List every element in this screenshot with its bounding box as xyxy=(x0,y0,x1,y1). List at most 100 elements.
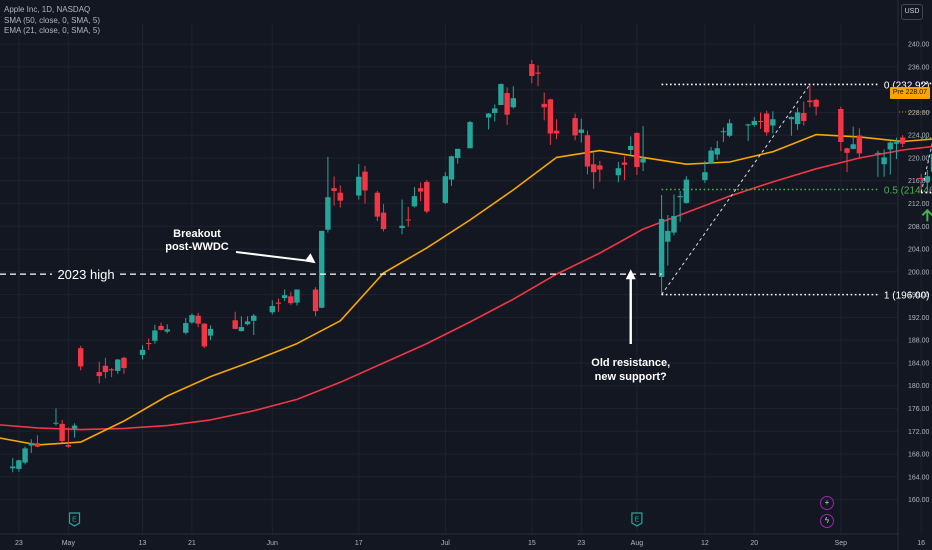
candle-body xyxy=(424,181,430,212)
candle-body xyxy=(244,321,251,325)
candle-body xyxy=(578,129,584,133)
x-tick-label: May xyxy=(62,540,76,547)
candle-body xyxy=(78,348,84,367)
candle-body xyxy=(164,329,170,332)
annotation-support: Old resistance, new support? xyxy=(591,269,670,383)
candle xyxy=(578,118,584,143)
fib-retracement: 0 (232.92) 0.5 (214.46) 1 (196.00) xyxy=(661,80,932,302)
candle xyxy=(28,439,34,453)
y-tick-label: 172.00 xyxy=(908,429,930,436)
candle xyxy=(683,176,690,204)
annotation-arrow-head xyxy=(625,269,636,280)
y-tick-label: 236.00 xyxy=(908,64,930,71)
candle-body xyxy=(621,162,628,165)
fib-retracement: 0 (233.09)0.5 (223.51)1 (213.92) xyxy=(920,82,932,194)
earnings-letter: E xyxy=(635,517,640,524)
candle xyxy=(492,104,498,122)
candle xyxy=(207,325,214,341)
candle xyxy=(924,169,931,190)
candle-body xyxy=(10,466,16,469)
candle xyxy=(726,119,733,138)
candle xyxy=(702,160,708,184)
annotation-text: Breakout xyxy=(173,228,221,240)
candle-body xyxy=(547,99,554,134)
candle-body xyxy=(658,218,665,277)
candles xyxy=(10,60,932,473)
candle xyxy=(553,119,560,140)
candle-body xyxy=(232,320,238,329)
candle-body xyxy=(572,118,578,136)
candle xyxy=(53,408,59,426)
candle-body xyxy=(65,444,72,447)
candle xyxy=(597,160,603,182)
chart-legend: Apple Inc, 1D, NASDAQ SMA (50, close, 0,… xyxy=(4,5,100,37)
candle xyxy=(485,112,492,130)
y-tick-label: 228.00 xyxy=(908,110,930,117)
x-axis: 23May1321Jun17Jul1523Aug1220Sep16Oct xyxy=(15,540,925,547)
legend-symbol: Apple Inc, 1D, NASDAQ xyxy=(4,5,91,14)
earnings-letter: E xyxy=(72,517,77,524)
candle-body xyxy=(918,177,924,180)
candle-body xyxy=(71,425,78,429)
candle-body xyxy=(251,315,257,321)
candle xyxy=(288,291,294,305)
candle-body xyxy=(139,349,146,355)
candle xyxy=(380,204,387,232)
candle xyxy=(634,132,640,176)
candle-body xyxy=(541,103,547,108)
candle xyxy=(930,153,932,172)
candle-body xyxy=(726,123,733,136)
candle xyxy=(881,149,887,177)
candle-body xyxy=(59,423,65,441)
candle-body xyxy=(158,325,164,330)
x-tick-label: 16 xyxy=(917,540,925,547)
candle-body xyxy=(34,443,41,447)
candle-body xyxy=(553,130,560,134)
lightning-circle-icon[interactable]: ϟ xyxy=(820,514,834,528)
candle xyxy=(251,313,257,336)
candle xyxy=(442,172,449,205)
candle-body xyxy=(899,137,906,144)
candle-body xyxy=(331,188,337,191)
legend-ema: EMA (21, close, 0, SMA, 5) xyxy=(4,26,101,35)
plus-circle-icon[interactable]: + xyxy=(820,496,834,510)
candle-body xyxy=(294,289,300,303)
candle-body xyxy=(510,98,516,108)
last-price-tag: Pre 228.07 xyxy=(889,87,930,99)
candle xyxy=(621,156,628,181)
candle-body xyxy=(380,212,387,230)
candle-body xyxy=(838,108,844,143)
candle-body xyxy=(399,225,405,229)
y-tick-label: 224.00 xyxy=(908,133,930,140)
sma-50-line xyxy=(0,145,932,431)
candle-body xyxy=(714,148,720,155)
candle xyxy=(319,230,325,309)
candle xyxy=(71,423,78,438)
candle-body xyxy=(751,120,758,125)
candle xyxy=(158,322,164,331)
candle-body xyxy=(634,132,640,168)
candle xyxy=(875,150,881,177)
candle xyxy=(448,155,455,186)
candle-body xyxy=(22,448,28,463)
candle xyxy=(572,113,578,141)
candle xyxy=(244,316,251,326)
x-tick-label: 23 xyxy=(15,540,23,547)
annotation-text: new support? xyxy=(595,371,667,383)
candle-body xyxy=(207,328,214,336)
fib-trend-line xyxy=(661,84,811,295)
y-tick-label: 184.00 xyxy=(908,360,930,367)
green-arrow-head xyxy=(921,208,932,217)
candle xyxy=(541,92,547,121)
candle xyxy=(498,83,504,106)
candle-body xyxy=(485,113,492,118)
fib-level-label: 0.5 (214.46) xyxy=(884,186,932,197)
candle xyxy=(535,65,541,87)
candle-body xyxy=(677,196,683,198)
candle-body xyxy=(281,295,288,299)
candle-body xyxy=(189,315,195,323)
currency-button[interactable]: USD xyxy=(901,4,923,20)
candle xyxy=(96,361,102,384)
earnings-e-icon: E xyxy=(68,512,81,527)
